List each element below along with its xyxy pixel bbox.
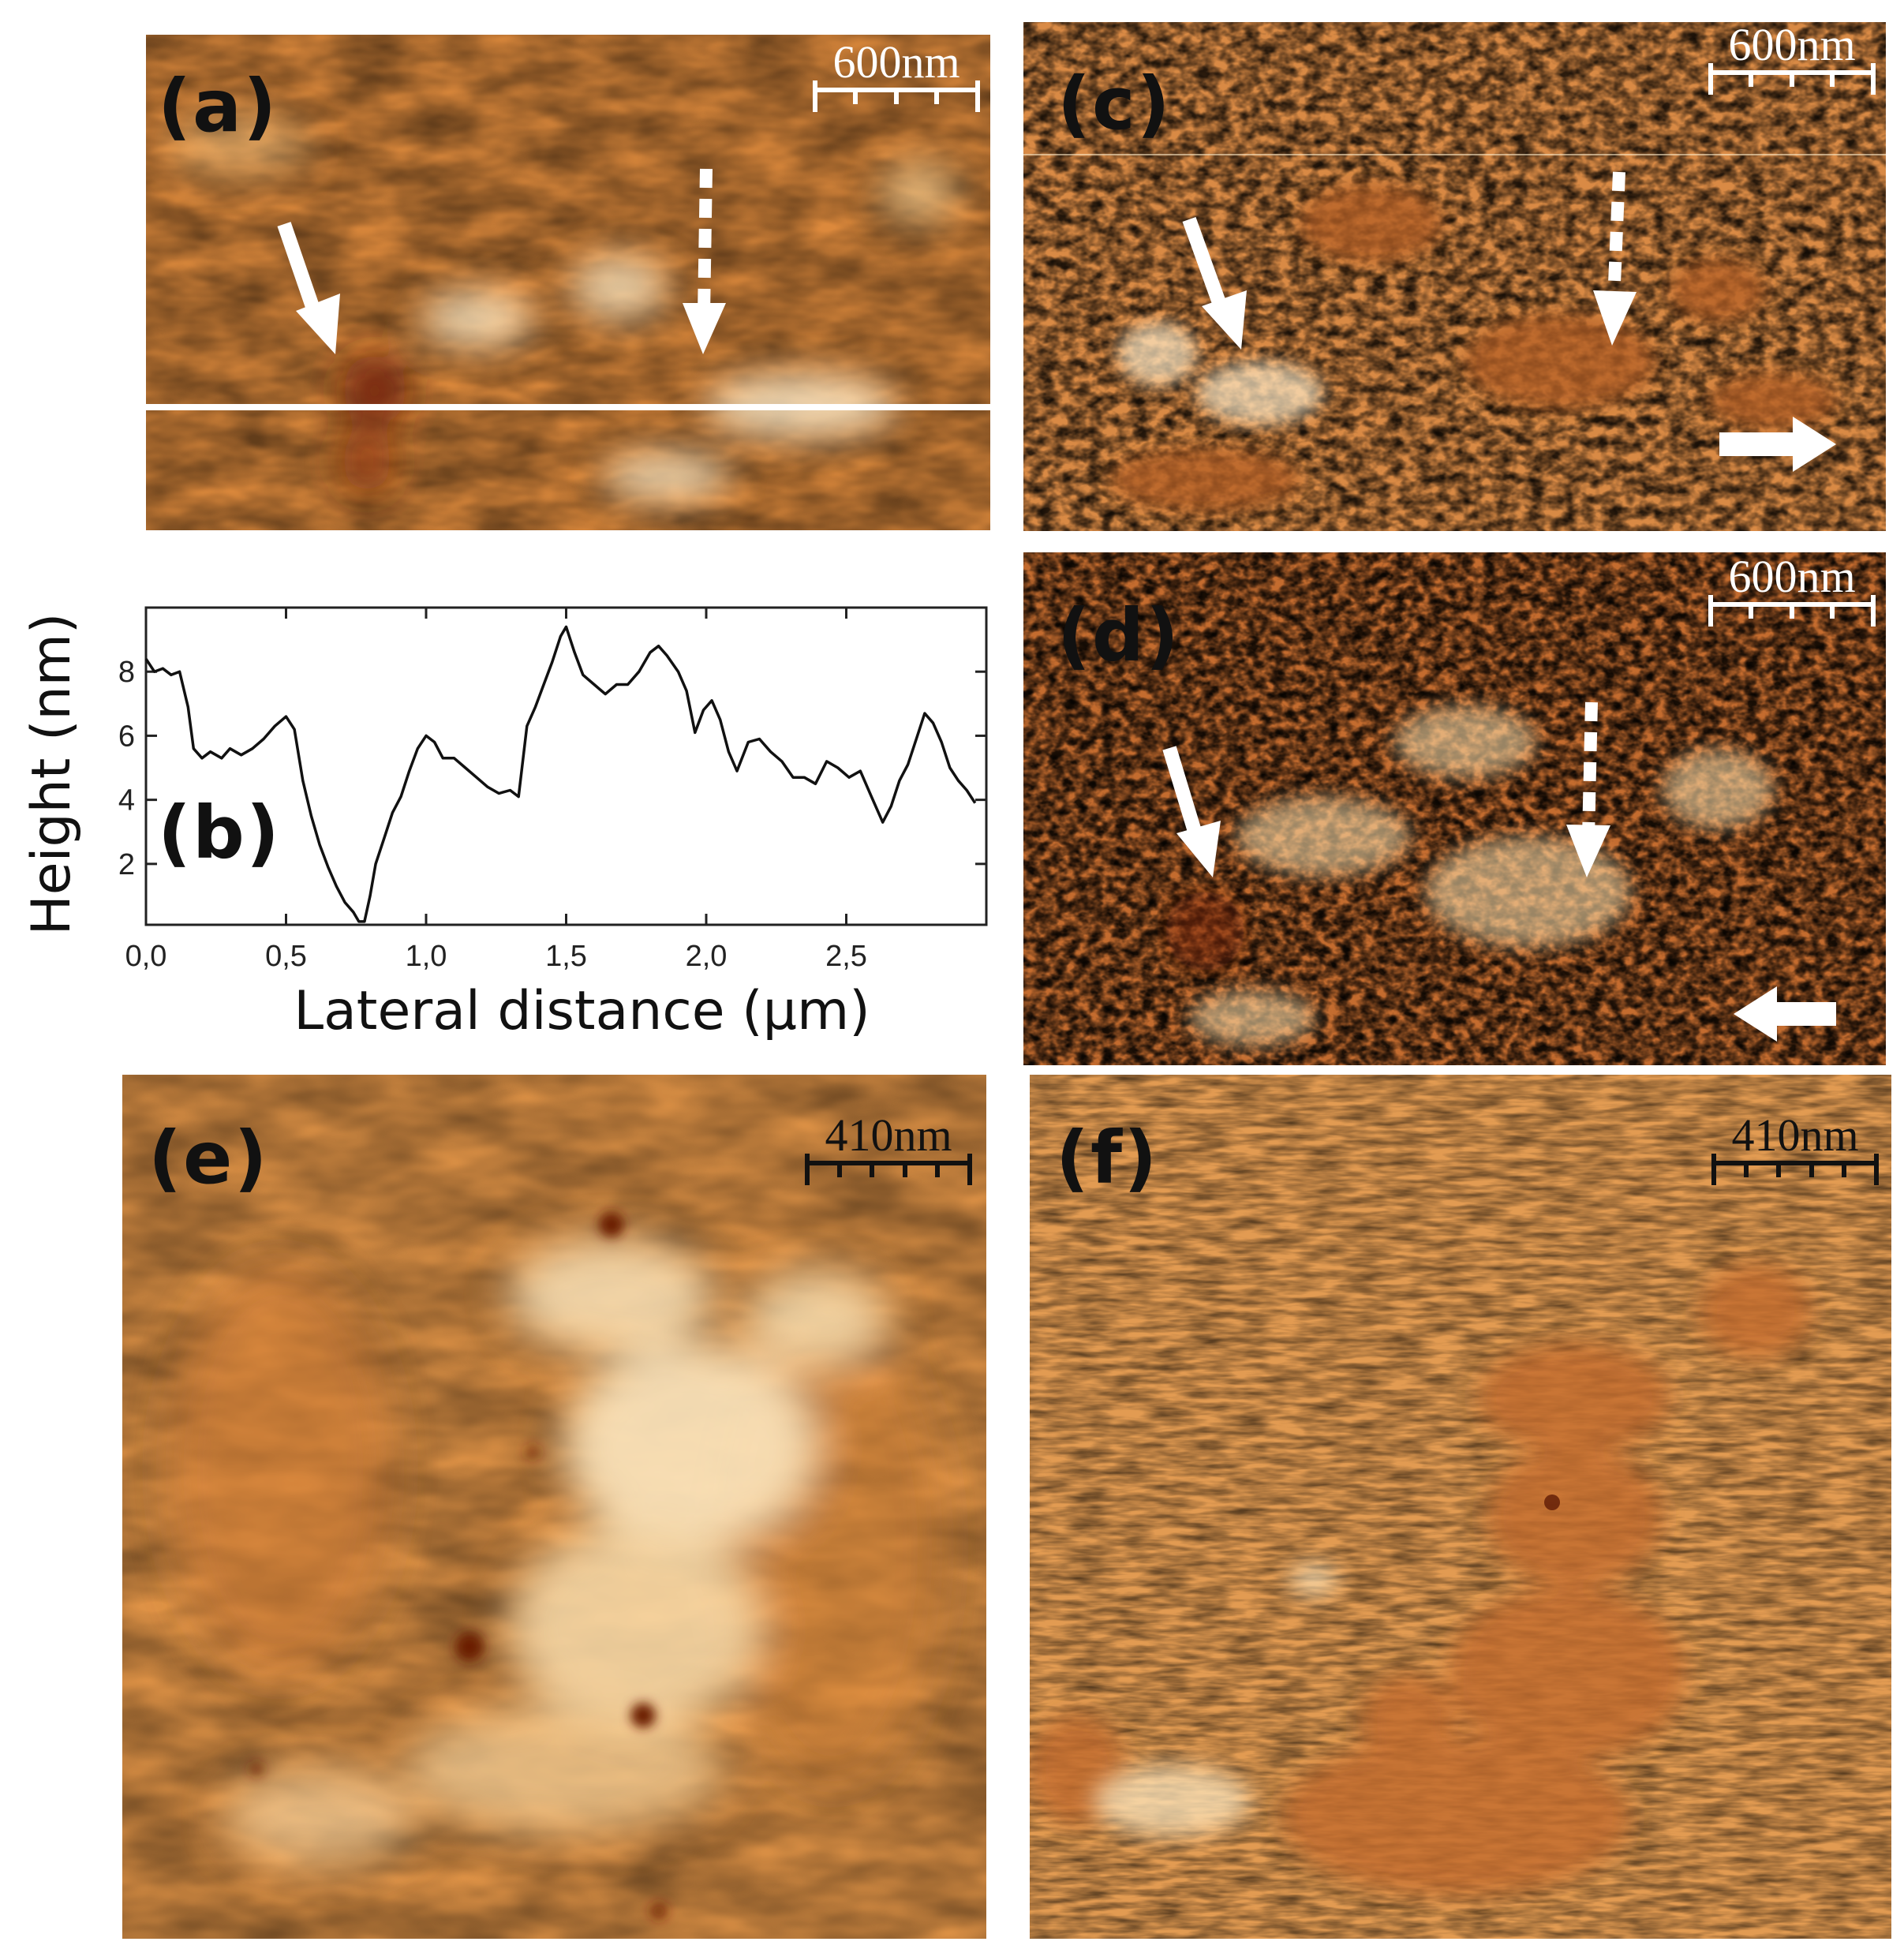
scale-bar-label: 600nm: [1728, 22, 1856, 70]
solid-arrow-icon: [1182, 216, 1247, 350]
arrows-c: [1182, 171, 1836, 472]
y-tick-label: 2: [118, 848, 135, 881]
panel-label-d: (d): [1057, 593, 1180, 678]
panel-label-f: (f): [1056, 1116, 1159, 1200]
scale-bar-f: 410nm: [1711, 1113, 1879, 1185]
solid-arrow-icon: [1162, 746, 1221, 877]
x-tick-label: 0,5: [265, 940, 307, 973]
dashed-arrow-icon: [1566, 701, 1610, 877]
panel-label-a: (a): [158, 64, 279, 148]
afm-phase-image-f: [1030, 1075, 1891, 1939]
scale-bar-label: 600nm: [1728, 552, 1856, 602]
scale-bar-a: 600nm: [813, 39, 980, 112]
afm-phase-panel-f: (f) 410nm: [1030, 1075, 1891, 1939]
panel-label-c: (c): [1057, 62, 1172, 146]
x-axis-label: Lateral distance (μm): [294, 980, 870, 1042]
scan-direction-right-arrow-icon: [1719, 417, 1836, 472]
scale-bar-e: 410nm: [805, 1113, 972, 1185]
afm-topography-image-a: [146, 35, 990, 530]
y-tick-label: 8: [118, 656, 135, 689]
x-tick-label: 2,5: [825, 940, 867, 973]
arrows-d: [1162, 701, 1836, 1042]
x-tick-label: 1,0: [406, 940, 447, 973]
scale-bar-d: 600nm: [1708, 554, 1876, 627]
solid-arrow-icon: [277, 222, 340, 354]
afm-phase-panel-d: (d) 600nm: [1023, 552, 1886, 1065]
x-tick-label: 0,0: [125, 940, 167, 973]
y-tick-label: 6: [118, 720, 135, 753]
afm-topography-panel-a: (a) 600nm: [146, 35, 990, 530]
dashed-arrow-icon: [683, 168, 726, 354]
height-profile-chart-panel-b: 0,0 0,5 1,0 1,5 2,0 2,5 2 4 6 8 Lateral distance (…: [0, 600, 994, 1042]
y-tick-label: 4: [118, 784, 135, 817]
scale-bar-label: 410nm: [1731, 1109, 1859, 1161]
x-tick-label: 1,5: [545, 940, 587, 973]
afm-phase-image-d: [1023, 552, 1886, 1065]
x-tick-label: 2,0: [686, 940, 728, 973]
panel-label-e: (e): [148, 1116, 269, 1200]
afm-phase-panel-c: (c) 600nm: [1023, 22, 1886, 531]
y-axis-label: Height (nm): [21, 613, 83, 936]
panel-label-b: (b): [158, 791, 281, 875]
scale-bar-label: 600nm: [832, 36, 960, 88]
scale-bar-label: 410nm: [825, 1109, 952, 1161]
plot-frame: [144, 606, 988, 926]
dashed-arrow-icon: [1593, 171, 1637, 346]
afm-topography-panel-e: (e) 410nm: [122, 1075, 986, 1939]
scale-bar-c: 600nm: [1708, 22, 1876, 95]
afm-topography-image-e: [122, 1075, 986, 1939]
scan-direction-left-arrow-icon: [1734, 986, 1836, 1042]
height-profile-line: [144, 625, 977, 923]
profile-line-and-arrows-a: [146, 168, 990, 410]
height-profile-chart: 0,0 0,5 1,0 1,5 2,0 2,5 2 4 6 8 Lateral distance (…: [21, 606, 988, 1042]
